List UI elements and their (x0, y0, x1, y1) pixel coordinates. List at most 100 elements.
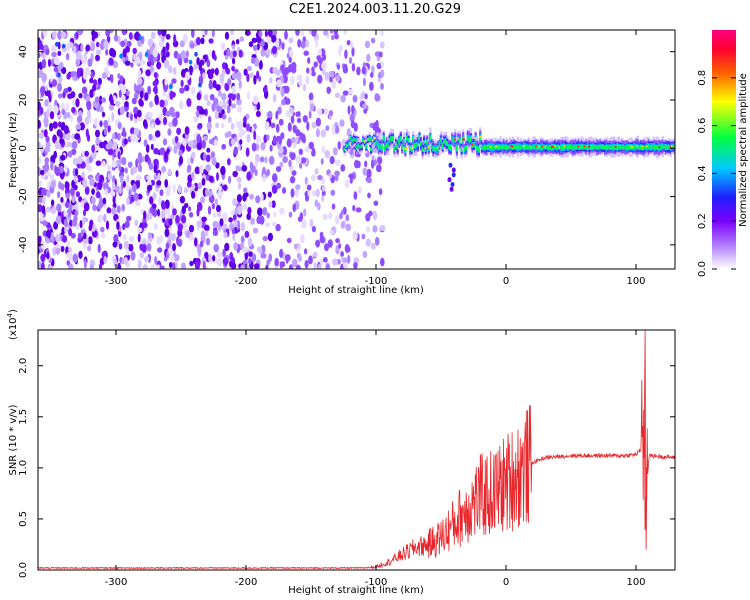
heatmap-band-cell (522, 145, 526, 148)
heatmap-cell (85, 44, 91, 52)
heatmap-cell (335, 238, 340, 244)
heatmap-cell (281, 99, 286, 106)
heatmap-cell (83, 202, 90, 212)
heatmap-cell (190, 42, 195, 49)
heatmap-band-cell (580, 144, 583, 149)
heatmap-cell (328, 211, 333, 220)
heatmap-cell (139, 90, 144, 99)
x-tick-label: -200 (235, 577, 258, 588)
heatmap-band-cell (501, 145, 504, 149)
heatmap-cell (126, 90, 130, 96)
heatmap-cell (231, 65, 236, 72)
heatmap-cell (342, 260, 348, 269)
heatmap-band-cell (507, 146, 510, 150)
heatmap-cell (364, 160, 368, 168)
heatmap-cell (188, 212, 194, 218)
heatmap-cell (213, 243, 219, 253)
heatmap-cell (67, 150, 73, 158)
heatmap-band-cell (616, 144, 619, 149)
heatmap-band-cell (549, 145, 552, 150)
heatmap-cell (376, 95, 381, 102)
heatmap-cell (378, 51, 383, 58)
heatmap-cell (343, 30, 347, 35)
heatmap-cell (321, 185, 326, 192)
heatmap-band-cell (376, 141, 379, 145)
heatmap-cell (205, 188, 209, 197)
heatmap-cell (305, 75, 310, 86)
heatmap-cell (292, 203, 297, 213)
heatmap-cell (241, 129, 247, 136)
x-tick-label: 100 (626, 577, 645, 588)
heatmap-cell (118, 83, 125, 90)
heatmap-cell (169, 106, 175, 116)
heatmap-cell (161, 30, 167, 37)
heatmap-band-cell (438, 143, 441, 147)
heatmap-cell (324, 108, 329, 115)
colorbar-ticks: 0.0 0.2 0.4 0.6 0.8 (697, 70, 736, 277)
heatmap-cell (316, 108, 323, 116)
heatmap-cell (229, 260, 233, 268)
heatmap-cell (146, 243, 152, 252)
colorbar-tick-label: 0.2 (697, 213, 708, 229)
heatmap-cell (118, 89, 122, 98)
heatmap-band-cell (526, 145, 529, 149)
heatmap-cell (372, 225, 378, 233)
heatmap-cell (89, 77, 94, 84)
heatmap-band-cell (482, 145, 485, 150)
heatmap-cell (42, 52, 47, 59)
y-tick-label: 40 (18, 45, 29, 58)
heatmap-cell (208, 189, 213, 198)
heatmap-cell (198, 62, 202, 71)
heatmap-cell (70, 91, 76, 99)
heatmap-band-cell (597, 145, 600, 149)
heatmap-cell (54, 99, 58, 106)
heatmap-band-cell (362, 139, 365, 142)
heatmap-cell (68, 247, 72, 253)
heatmap-cell (309, 103, 315, 112)
heatmap-cell (212, 254, 216, 262)
heatmap-cell (225, 67, 231, 75)
heatmap-cell (165, 242, 170, 250)
heatmap-cell (223, 231, 228, 239)
heatmap-cell (204, 94, 209, 101)
heatmap-cell (88, 224, 93, 232)
heatmap-band-cell (396, 144, 399, 150)
heatmap-cell (295, 184, 301, 191)
heatmap-cell (139, 252, 145, 259)
heatmap-cell (221, 109, 225, 115)
heatmap-cell (62, 235, 68, 243)
heatmap-cell (280, 87, 285, 98)
heatmap-cell (75, 191, 80, 198)
heatmap-cell (84, 186, 90, 195)
heatmap-cell (247, 206, 252, 215)
heatmap-cell (137, 77, 143, 86)
heatmap-cell (187, 164, 192, 172)
heatmap-cell (230, 103, 237, 109)
heatmap-band-cell (622, 145, 625, 149)
heatmap-cell (152, 48, 159, 58)
heatmap-band-cell (649, 144, 652, 149)
heatmap-band-cell (543, 145, 546, 149)
heatmap-cell (60, 196, 64, 203)
heatmap-cell (143, 139, 148, 147)
heatmap-cell (231, 44, 236, 50)
heatmap-cell (105, 48, 109, 56)
heatmap-band-cell (586, 144, 590, 149)
heatmap-cell (156, 236, 161, 246)
heatmap-cell (366, 226, 370, 233)
heatmap-cell (196, 142, 203, 151)
heatmap-cell (145, 69, 151, 77)
heatmap-cell (211, 156, 217, 166)
heatmap-cell (98, 95, 103, 105)
heatmap-cell (245, 123, 251, 132)
heatmap-cell (84, 150, 89, 157)
heatmap-cell (279, 248, 284, 259)
heatmap-cell (122, 223, 126, 231)
heatmap-cell (138, 35, 143, 41)
heatmap-cell (44, 119, 49, 128)
heatmap-cell (148, 133, 153, 141)
heatmap-band-cell (474, 137, 478, 140)
heatmap-cell (111, 111, 115, 122)
heatmap-cell (55, 41, 59, 47)
heatmap-band-cell (390, 136, 393, 141)
